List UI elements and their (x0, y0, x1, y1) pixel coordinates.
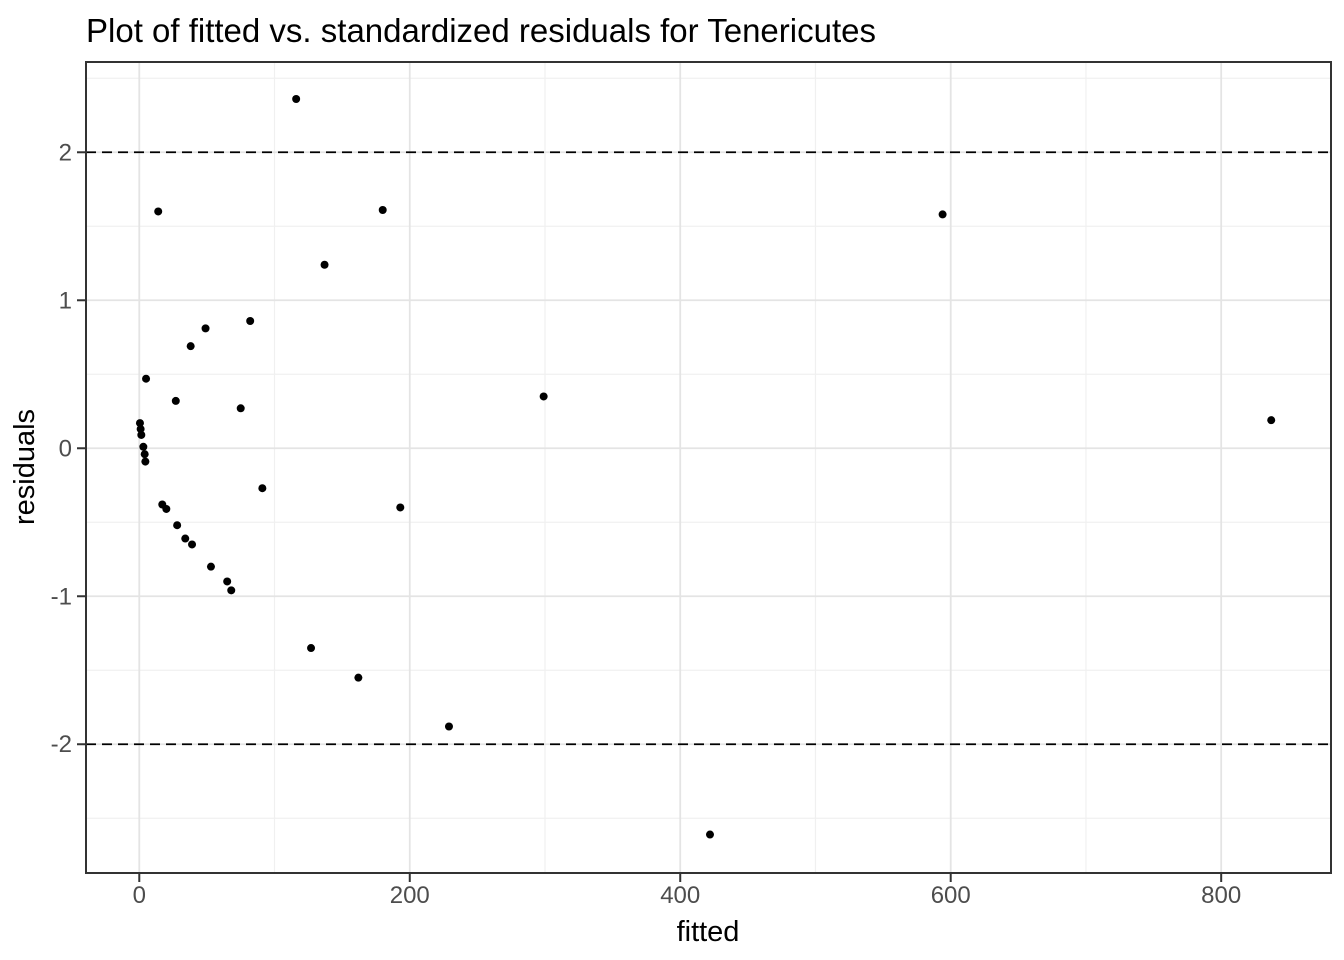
data-point (188, 540, 197, 549)
plot-generated-layers: 0 200 400 600 800 -2 -1 0 1 2 (51, 61, 1332, 909)
data-point (201, 324, 210, 333)
data-point (141, 457, 150, 466)
data-point (378, 205, 387, 214)
data-point (140, 450, 149, 459)
data-point (139, 442, 148, 451)
data-point (320, 260, 329, 269)
y-axis-title: residuals (9, 409, 41, 525)
data-point (396, 503, 405, 512)
data-point (186, 342, 195, 351)
panel-background (86, 62, 1331, 873)
data-point (354, 673, 363, 682)
x-tick-label: 600 (931, 882, 971, 909)
data-point (292, 94, 301, 103)
data-point (258, 484, 267, 493)
x-axis-title: fitted (677, 916, 740, 948)
data-point (181, 534, 190, 543)
data-point (206, 562, 215, 571)
y-tick-label: -2 (51, 731, 72, 758)
y-tick-label: 1 (59, 287, 72, 314)
data-point (307, 644, 316, 653)
x-tick-label: 400 (660, 882, 700, 909)
data-point (227, 586, 236, 595)
panel-border (85, 61, 1332, 874)
data-point (154, 207, 163, 216)
x-tick-label: 200 (390, 882, 430, 909)
data-point (705, 830, 714, 839)
data-point (938, 210, 947, 219)
data-point (223, 577, 232, 586)
data-point (1267, 416, 1276, 425)
data-point (171, 396, 180, 405)
y-tick-label: -1 (51, 583, 72, 610)
data-point (236, 404, 245, 413)
data-point (162, 504, 171, 513)
data-point (136, 425, 145, 434)
y-tick-label: 0 (59, 435, 72, 462)
data-point (444, 722, 453, 731)
y-tick-label: 2 (59, 139, 72, 166)
data-point (246, 316, 255, 325)
data-point (135, 419, 144, 428)
x-tick-label: 0 (133, 882, 146, 909)
data-point (173, 521, 182, 530)
plot-title: Plot of fitted vs. standardized residual… (86, 12, 876, 49)
data-point (142, 374, 151, 383)
x-tick-label: 800 (1201, 882, 1241, 909)
data-point (137, 430, 146, 439)
data-point (539, 392, 548, 401)
